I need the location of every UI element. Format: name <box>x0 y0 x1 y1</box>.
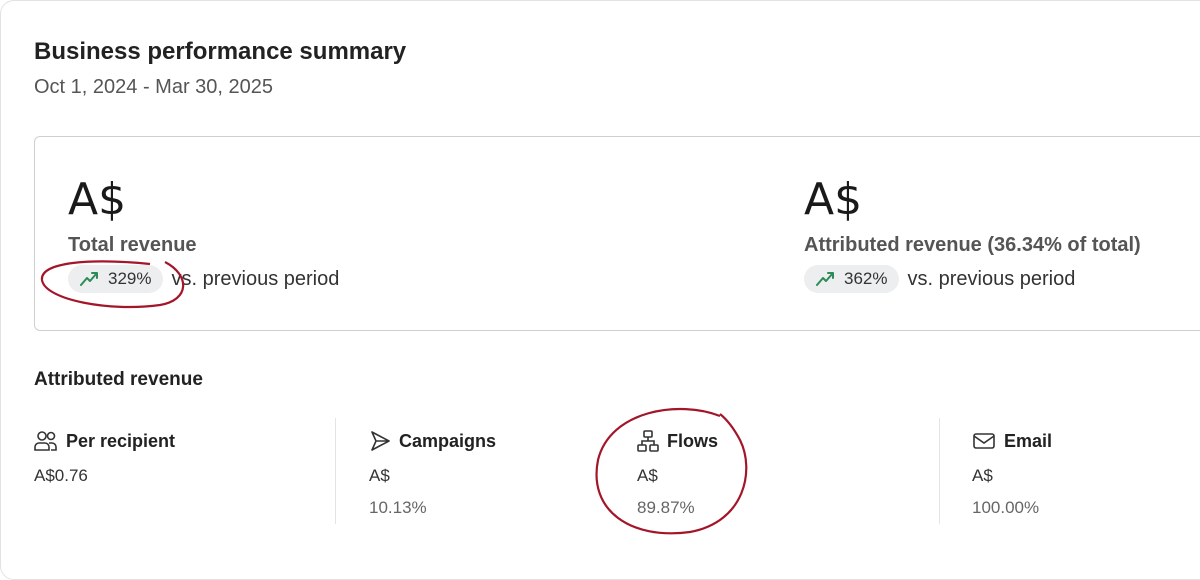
change-suffix: vs. previous period <box>171 267 340 290</box>
mail-icon <box>973 433 995 449</box>
column-percent: 10.13% <box>369 498 427 517</box>
trending-up-icon <box>80 272 98 286</box>
change-value: 329% <box>108 269 152 288</box>
column-value: A$ <box>972 466 993 485</box>
column-percent: 89.87% <box>637 498 695 517</box>
send-icon <box>371 431 390 451</box>
users-icon <box>34 431 57 451</box>
per-recipient-column: Per recipient A$0.76 <box>34 428 175 486</box>
trending-up-icon <box>816 272 834 286</box>
change-badge: 329% <box>68 265 164 293</box>
date-range: Oct 1, 2024 - Mar 30, 2025 <box>34 76 274 98</box>
attributed-revenue-value: A$ <box>804 174 863 225</box>
column-label: Per recipient <box>66 430 176 451</box>
total-revenue-value: A$ <box>68 174 127 225</box>
email-column: Email A$ 100.00% <box>972 428 1052 518</box>
change-suffix: vs. previous period <box>907 267 1076 290</box>
total-revenue-label: Total revenue <box>68 234 197 256</box>
column-value: A$ <box>637 466 658 485</box>
change-badge: 362% <box>804 265 900 293</box>
column-percent: 100.00% <box>972 498 1040 517</box>
column-value: A$0.76 <box>34 466 88 485</box>
column-value: A$ <box>369 466 390 485</box>
column-label: Email <box>1004 430 1053 451</box>
change-value: 362% <box>844 269 888 288</box>
column-label: Campaigns <box>399 430 497 451</box>
page-title: Business performance summary <box>34 38 407 65</box>
attributed-revenue-label: Attributed revenue (36.34% of total) <box>804 234 1141 256</box>
total-revenue-metric: A$ Total revenue 329% vs. previous perio… <box>68 170 339 293</box>
flow-icon <box>637 430 659 452</box>
divider <box>335 418 336 524</box>
section-title: Attributed revenue <box>34 369 203 390</box>
campaigns-column: Campaigns A$ 10.13% <box>369 428 496 518</box>
column-label: Flows <box>667 430 719 451</box>
summary-box <box>34 136 1200 331</box>
attributed-revenue-metric: A$ Attributed revenue (36.34% of total) … <box>804 170 1141 293</box>
divider <box>939 418 940 524</box>
flows-column: Flows A$ 89.87% <box>637 428 718 518</box>
